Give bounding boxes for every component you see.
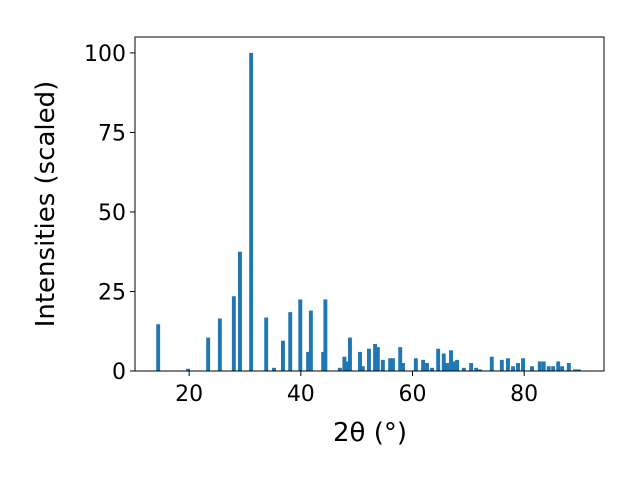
bar — [321, 351, 326, 371]
bar — [231, 296, 236, 371]
bar — [546, 366, 551, 371]
bar — [499, 359, 504, 371]
bar — [380, 359, 385, 371]
bar — [445, 363, 450, 371]
y-axis-label: Intensities (scaled) — [31, 81, 61, 328]
plot-frame — [134, 36, 605, 372]
bar — [272, 367, 276, 371]
bar — [308, 310, 313, 371]
y-tick-label: 50 — [98, 201, 126, 226]
bar — [560, 366, 565, 371]
bar — [449, 350, 453, 371]
bar — [358, 351, 362, 371]
bar — [401, 363, 405, 371]
x-axis-label: 2θ (°) — [333, 418, 407, 448]
bar — [348, 337, 352, 371]
bar — [516, 363, 520, 371]
bar — [281, 340, 285, 371]
bar — [573, 369, 577, 371]
bar — [430, 367, 434, 371]
bar — [288, 312, 293, 371]
bar — [360, 366, 365, 371]
bar — [551, 366, 556, 371]
bar — [530, 366, 534, 371]
x-tick-label: 20 — [175, 382, 203, 407]
bar — [474, 367, 479, 371]
bar — [478, 369, 483, 371]
bar — [413, 358, 418, 371]
y-tick-label: 0 — [112, 360, 126, 385]
bar — [390, 358, 395, 371]
bar — [156, 324, 161, 371]
bar — [375, 347, 380, 371]
bar — [337, 367, 342, 371]
bar — [511, 366, 515, 371]
bar — [469, 363, 474, 371]
bar — [461, 367, 466, 371]
bar — [421, 359, 426, 371]
bar — [576, 369, 581, 371]
bar — [186, 368, 190, 371]
x-tick-label: 80 — [510, 382, 538, 407]
bar — [264, 317, 269, 371]
bar — [373, 343, 378, 371]
bar — [306, 351, 311, 371]
bar — [506, 358, 510, 371]
bar — [366, 348, 371, 371]
bar — [436, 348, 441, 371]
bar — [425, 363, 429, 371]
bar — [441, 353, 446, 371]
bar — [249, 52, 254, 372]
bar — [206, 337, 211, 371]
bar — [388, 358, 393, 371]
bar — [298, 299, 303, 371]
bar — [521, 358, 525, 371]
bar — [455, 359, 460, 371]
x-tick-label: 60 — [398, 382, 426, 407]
bar — [537, 361, 542, 371]
bar — [556, 361, 561, 371]
bar — [323, 299, 328, 371]
bar — [398, 347, 403, 371]
y-tick-label: 75 — [98, 121, 126, 146]
bar — [238, 251, 242, 371]
bar — [345, 361, 350, 371]
bar — [489, 356, 494, 371]
bar — [452, 361, 457, 371]
bar — [342, 356, 347, 371]
bar — [541, 361, 546, 371]
bar — [566, 363, 571, 371]
bar — [217, 318, 222, 371]
y-tick-label: 100 — [84, 42, 126, 67]
y-tick-label: 25 — [98, 280, 126, 305]
x-tick-label: 40 — [287, 382, 315, 407]
